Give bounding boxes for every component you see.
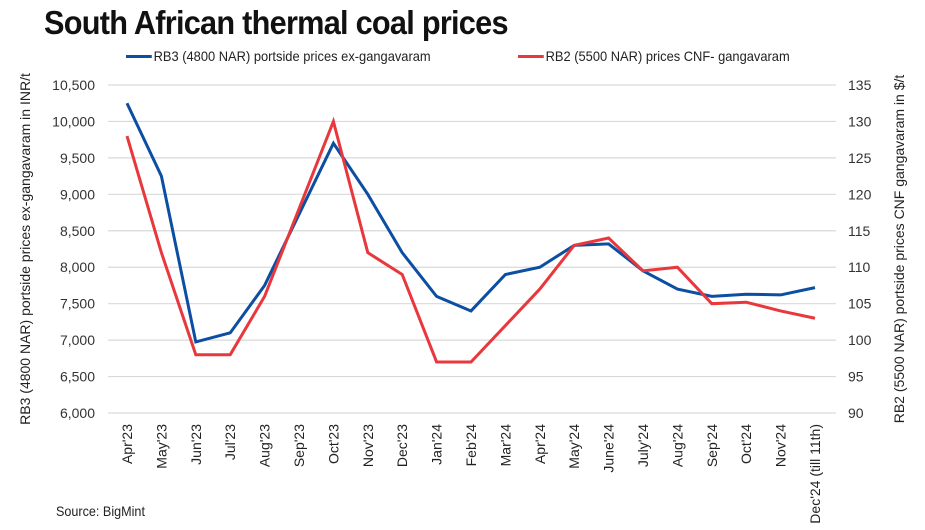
- series-line-rb3: [125, 102, 816, 344]
- x-category-label: Aug'23: [257, 424, 273, 467]
- left-y-tick-label: 6,500: [60, 369, 95, 385]
- left-y-tick-label: 7,000: [60, 332, 95, 348]
- gridlines: [108, 84, 836, 414]
- left-y-tick-label: 6,000: [60, 405, 95, 421]
- legend-label-rb2: RB2 (5500 NAR) prices CNF- gangavaram: [545, 48, 790, 64]
- legend-item-rb2: RB2 (5500 NAR) prices CNF- gangavaram: [518, 48, 790, 64]
- x-category-label: Jan'24: [429, 424, 445, 465]
- x-category-label: Jun'23: [188, 424, 204, 465]
- legend-item-rb3: RB3 (4800 NAR) portside prices ex-gangav…: [126, 48, 431, 64]
- left-y-tick-label: 7,500: [60, 296, 95, 312]
- right-y-tick-label: 90: [848, 405, 864, 421]
- x-category-label: Apr'23: [119, 424, 135, 464]
- left-y-axis-ticks: 6,000 6,500 7,000 7,500 8,000 8,500 9,000 9,500…: [52, 77, 95, 421]
- x-category-label: Sep'23: [291, 424, 307, 467]
- legend: RB3 (4800 NAR) portside prices ex-gangav…: [0, 48, 925, 68]
- right-y-tick-label: 130: [848, 113, 872, 129]
- x-category-label: May'24: [566, 424, 582, 469]
- right-y-tick-label: 95: [848, 369, 864, 385]
- x-category-label: Sep'24: [704, 424, 720, 467]
- right-y-tick-label: 135: [848, 77, 872, 93]
- left-y-tick-label: 8,000: [60, 259, 95, 275]
- right-y-tick-label: 105: [848, 296, 872, 312]
- x-category-label: Apr'24: [532, 424, 548, 464]
- x-category-label: July'24: [635, 424, 651, 467]
- legend-label-rb3: RB3 (4800 NAR) portside prices ex-gangav…: [153, 48, 431, 64]
- right-y-tick-label: 100: [848, 332, 872, 348]
- x-category-label: June'24: [601, 424, 617, 473]
- left-y-tick-label: 8,500: [60, 223, 95, 239]
- left-y-tick-label: 9,000: [60, 186, 95, 202]
- right-y-tick-label: 115: [848, 223, 871, 239]
- x-category-label: Dec'23: [394, 424, 410, 467]
- right-y-tick-label: 125: [848, 150, 872, 166]
- right-y-tick-label: 110: [848, 259, 871, 275]
- x-axis-categories: Apr'23 May'23 Jun'23 Jul'23 Aug'23 Sep'23 Oct'…: [119, 424, 823, 524]
- x-category-label: Jul'23: [222, 424, 238, 460]
- x-category-label: May'23: [153, 424, 169, 469]
- series-line-rb2: [125, 116, 816, 364]
- right-y-tick-label: 120: [848, 186, 872, 202]
- x-category-label: Mar'24: [497, 424, 513, 467]
- right-y-axis-title: RB2 (5500 NAR) portside prices CNF ganga…: [891, 75, 907, 424]
- x-category-label: Aug'24: [669, 424, 685, 467]
- series-lines: [125, 102, 816, 364]
- left-y-tick-label: 9,500: [60, 150, 95, 166]
- chart-title: South African thermal coal prices: [44, 4, 509, 41]
- left-y-tick-label: 10,000: [52, 113, 95, 129]
- legend-swatch-rb2: [518, 54, 544, 58]
- x-category-label: Oct'24: [738, 424, 754, 464]
- right-y-axis-ticks: 90 95 100 105 110 115 120 125 130 135: [848, 77, 872, 421]
- x-category-label: Dec'24 (till 11th): [807, 424, 823, 524]
- x-category-label: Nov'24: [773, 424, 789, 467]
- x-category-label: Feb'24: [463, 424, 479, 467]
- source-note: Source: BigMint: [56, 503, 145, 519]
- legend-swatch-rb3: [126, 54, 152, 58]
- x-category-label: Oct'23: [325, 424, 341, 464]
- left-y-tick-label: 10,500: [52, 77, 95, 93]
- x-category-label: Nov'23: [360, 424, 376, 467]
- left-y-axis-title: RB3 (4800 NAR) portside prices ex-gangav…: [17, 73, 33, 425]
